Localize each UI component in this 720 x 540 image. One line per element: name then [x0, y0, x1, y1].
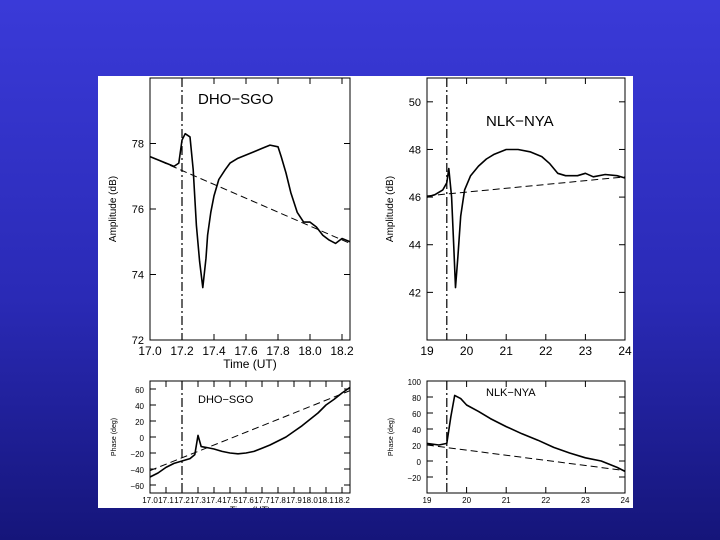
chart-title: NLK−NYA	[486, 387, 536, 399]
x-tick-label: 22	[539, 344, 553, 358]
fit-line	[149, 390, 351, 472]
y-tick-label: 40	[412, 426, 421, 435]
x-tick-label: 17.6	[234, 344, 258, 358]
chart-panel: −20 0 20 40 60 80 100 19 20 21 22 23 24 Phase (deg) NL…	[388, 378, 630, 505]
y-tick-label: 40	[135, 402, 144, 411]
x-tick-label: 17.5	[222, 496, 238, 505]
x-tick-label: 20	[462, 496, 471, 505]
y-tick-label: 78	[132, 139, 144, 151]
x-tick-label: 17.6	[238, 496, 254, 505]
x-tick-label: 17.8	[266, 344, 290, 358]
x-tick-label: 18.2	[334, 496, 350, 505]
y-tick-label: 50	[409, 97, 421, 109]
chart-panel: −60 −40 −20 0 20 40 60 17.0 17.1 17.2 17.3 17.4 17.5…	[111, 380, 351, 508]
chart-title: DHO−SGO	[198, 394, 254, 406]
y-tick-label: −40	[130, 466, 144, 475]
y-tick-label: 76	[132, 204, 144, 216]
fit-line	[426, 444, 626, 472]
figure-svg: 72 74 76 78 17.0 17.2 17.4 17.6 17.8 18.0 18.2 Ampl…	[108, 77, 632, 508]
x-tick-label: 24	[621, 496, 630, 505]
y-tick-label: 20	[412, 442, 421, 451]
y-tick-label: 0	[417, 458, 422, 467]
y-tick-label: 46	[409, 192, 421, 204]
y-tick-label: 20	[135, 418, 144, 427]
x-tick-label: 18.1	[318, 496, 334, 505]
data-series-line	[426, 148, 626, 289]
x-tick-label: 23	[579, 344, 593, 358]
figure-panel: 72 74 76 78 17.0 17.2 17.4 17.6 17.8 18.0 18.2 Ampl…	[98, 76, 633, 508]
data-series-line	[149, 132, 351, 289]
y-tick-label: −20	[407, 474, 421, 483]
chart-title: DHO−SGO	[198, 91, 273, 108]
plot-frame	[149, 77, 351, 341]
y-tick-label: −20	[130, 450, 144, 459]
data-series-line	[426, 394, 626, 473]
x-tick-label: 23	[581, 496, 590, 505]
x-tick-label: 17.4	[202, 344, 226, 358]
y-tick-label: 42	[409, 287, 421, 299]
fit-line	[149, 156, 351, 244]
chart-title: NLK−NYA	[486, 113, 554, 130]
y-tick-label: 74	[132, 270, 144, 282]
y-axis-label: Phase (deg)	[388, 418, 395, 456]
x-tick-label: 21	[500, 344, 514, 358]
chart-panel: 42 44 46 48 50 19 20 21 22 23 24 Amplitude (dB) NLK−…	[385, 77, 632, 358]
y-tick-label: 60	[135, 386, 144, 395]
y-tick-label: −60	[130, 482, 144, 491]
y-tick-label: 0	[140, 434, 145, 443]
x-tick-label: 22	[541, 496, 550, 505]
y-axis-label: Amplitude (dB)	[108, 176, 119, 242]
x-tick-label: 18.0	[302, 496, 318, 505]
x-tick-label: 19	[420, 344, 434, 358]
y-tick-label: 100	[408, 378, 422, 387]
plot-frame	[426, 380, 626, 494]
x-tick-label: 17.9	[286, 496, 302, 505]
x-tick-label: 19	[423, 496, 432, 505]
x-tick-label: 17.0	[142, 496, 158, 505]
x-tick-label: 21	[502, 496, 511, 505]
y-tick-label: 72	[132, 335, 144, 347]
x-tick-label: 18.0	[298, 344, 322, 358]
chart-panel: 72 74 76 78 17.0 17.2 17.4 17.6 17.8 18.0 18.2 Ampl…	[108, 77, 354, 371]
x-tick-label: 17.2	[170, 344, 194, 358]
y-tick-label: 44	[409, 240, 421, 252]
y-tick-label: 80	[412, 394, 421, 403]
x-tick-label: 20	[460, 344, 474, 358]
y-axis-label: Phase (deg)	[111, 418, 118, 456]
x-tick-label: 24	[618, 344, 632, 358]
x-tick-label: 17.0	[138, 344, 162, 358]
data-series-line	[149, 386, 351, 478]
x-tick-label: 17.2	[174, 496, 190, 505]
x-tick-label: 17.3	[190, 496, 206, 505]
y-tick-label: 48	[409, 144, 421, 156]
y-axis-label: Amplitude (dB)	[385, 176, 396, 242]
x-tick-label: 17.4	[206, 496, 222, 505]
x-axis-label: Time (UT)	[230, 505, 270, 508]
fit-line	[426, 176, 626, 197]
y-tick-label: 60	[412, 410, 421, 419]
x-tick-label: 17.8	[270, 496, 286, 505]
x-axis-label: Time (UT)	[223, 357, 277, 371]
x-tick-label: 17.7	[254, 496, 270, 505]
x-tick-label: 17.1	[158, 496, 174, 505]
x-tick-label: 18.2	[330, 344, 354, 358]
plot-frame	[426, 77, 626, 341]
